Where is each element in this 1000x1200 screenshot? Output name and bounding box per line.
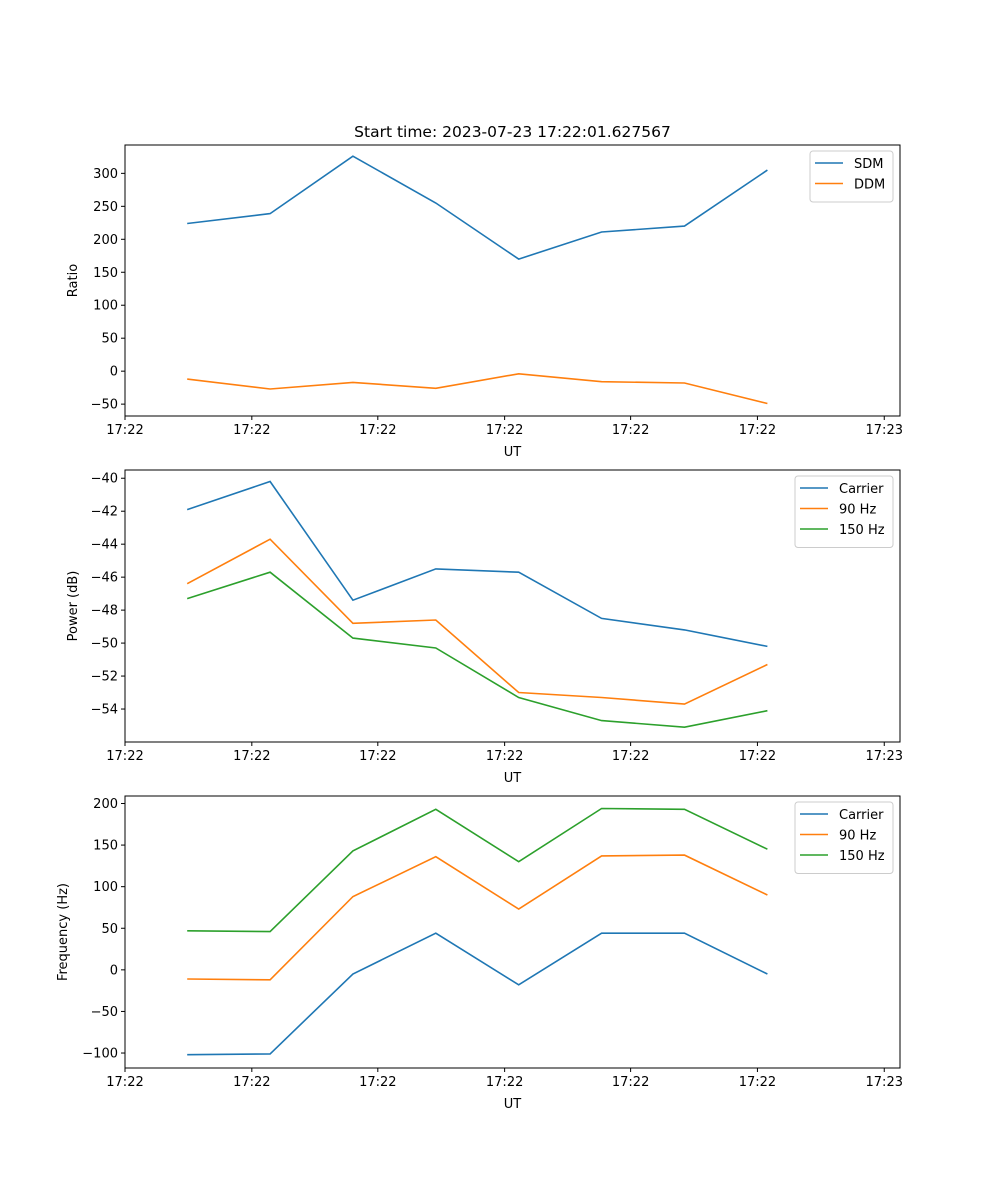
subplot-3: 17:22 17:22 17:22 17:22 17:22 17:22 17:23 −100 −…	[56, 795, 903, 1112]
y-tick-label: −42	[91, 505, 118, 520]
series-line-carrier	[187, 932, 768, 1056]
legend: Carrier 90 Hz 150 Hz	[794, 475, 894, 548]
series-line-150-hz	[187, 807, 768, 933]
y-tick-label: 0	[110, 963, 118, 978]
y-tick-label: −54	[91, 703, 118, 718]
legend: SDM DDM	[809, 150, 894, 203]
y-tick-label: −100	[82, 1047, 118, 1062]
y-axis-label: Ratio	[66, 264, 81, 297]
x-tick-label: 17:23	[866, 423, 903, 438]
y-tick-label: −48	[91, 604, 118, 619]
x-tick-label: 17:22	[233, 1075, 270, 1090]
axes-frame	[124, 469, 901, 743]
legend-label: Carrier	[839, 482, 884, 497]
legend-label: 150 Hz	[839, 849, 885, 864]
x-tick-label: 17:22	[486, 423, 523, 438]
legend-label: DDM	[854, 178, 885, 193]
subplot-1: 17:22 17:22 17:22 17:22 17:22 17:22 17:23 −50 0 5…	[66, 123, 903, 460]
x-tick-label: 17:22	[739, 749, 776, 764]
x-tick-label: 17:22	[359, 1075, 396, 1090]
series-line-ddm	[187, 372, 768, 405]
x-tick-label: 17:22	[106, 423, 143, 438]
legend-label: Carrier	[839, 808, 884, 823]
legend-label: SDM	[854, 157, 883, 172]
y-tick-label: 200	[93, 797, 118, 812]
y-tick-label: 50	[101, 922, 118, 937]
axes-frame	[124, 795, 901, 1069]
subplot-2: 17:22 17:22 17:22 17:22 17:22 17:22 17:23 −54 −5…	[66, 469, 903, 786]
y-tick-label: 200	[93, 233, 118, 248]
x-axis-label: UT	[504, 445, 522, 460]
y-tick-label: 250	[93, 200, 118, 215]
y-axis-label: Frequency (Hz)	[56, 883, 71, 981]
y-tick-label: 50	[101, 332, 118, 347]
chart-title: Start time: 2023-07-23 17:22:01.627567	[354, 123, 671, 141]
x-axis-label: UT	[504, 1097, 522, 1112]
x-tick-label: 17:22	[486, 749, 523, 764]
x-tick-label: 17:22	[106, 1075, 143, 1090]
legend-label: 90 Hz	[839, 503, 876, 518]
series-line-90-hz	[186, 538, 768, 705]
x-tick-label: 17:22	[612, 1075, 649, 1090]
x-tick-label: 17:22	[233, 423, 270, 438]
x-tick-label: 17:22	[612, 423, 649, 438]
legend-label: 90 Hz	[839, 829, 876, 844]
y-tick-label: −52	[91, 670, 118, 685]
legend: Carrier 90 Hz 150 Hz	[794, 801, 894, 874]
series-line-carrier	[186, 480, 768, 648]
series-line-90-hz	[187, 854, 768, 981]
axes-frame	[124, 144, 901, 417]
x-tick-label: 17:22	[486, 1075, 523, 1090]
y-tick-label: 150	[93, 266, 118, 281]
y-tick-label: −50	[91, 398, 118, 413]
x-tick-label: 17:22	[612, 749, 649, 764]
x-tick-label: 17:22	[359, 423, 396, 438]
y-tick-label: 0	[110, 365, 118, 380]
x-tick-label: 17:22	[739, 1075, 776, 1090]
x-tick-label: 17:22	[739, 423, 776, 438]
x-tick-label: 17:23	[866, 749, 903, 764]
y-tick-label: −46	[91, 571, 118, 586]
series-line-150-hz	[186, 571, 768, 729]
x-tick-label: 17:22	[106, 749, 143, 764]
y-tick-label: −50	[91, 1005, 118, 1020]
y-tick-label: −50	[91, 637, 118, 652]
y-tick-label: −40	[91, 472, 118, 487]
y-tick-label: −44	[91, 538, 118, 553]
y-tick-label: 300	[93, 167, 118, 182]
y-tick-label: 100	[93, 299, 118, 314]
x-tick-label: 17:23	[866, 1075, 903, 1090]
y-axis-label: Power (dB)	[66, 571, 81, 642]
y-tick-label: 150	[93, 839, 118, 854]
x-axis-label: UT	[504, 771, 522, 786]
x-tick-label: 17:22	[233, 749, 270, 764]
series-line-sdm	[187, 155, 768, 260]
x-tick-label: 17:22	[359, 749, 396, 764]
legend-label: 150 Hz	[839, 523, 885, 538]
y-tick-label: 100	[93, 880, 118, 895]
